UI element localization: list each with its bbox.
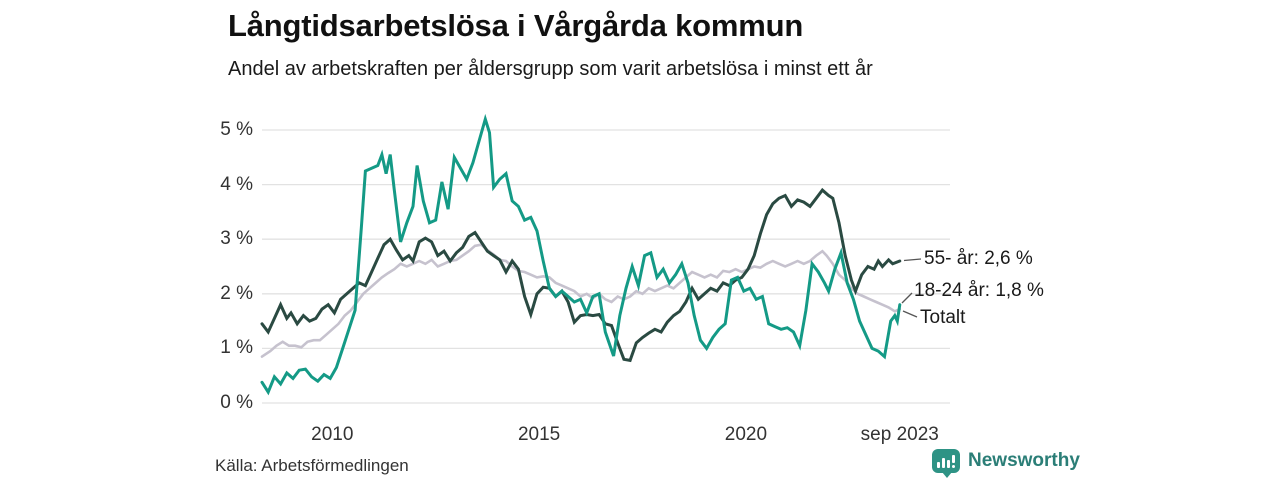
y-axis-tick-label: 5 %: [220, 119, 253, 140]
label-leader-line: [901, 292, 913, 304]
y-axis-tick-label: 2 %: [220, 282, 253, 304]
series-end-label-55-r: 55- år: 2,6 %: [924, 248, 1033, 269]
x-axis-tick-label: 2020: [724, 424, 768, 445]
x-axis-tick-label: 2015: [517, 424, 561, 445]
y-axis-tick-label: 0 %: [220, 392, 253, 413]
y-axis-tick-label: 1 %: [220, 337, 253, 359]
y-axis-tick-label: 3 %: [220, 228, 253, 250]
line-series-18-24-r: [260, 113, 902, 396]
x-axis-tick-label: 2010: [311, 424, 354, 445]
source-note: Källa: Arbetsförmedlingen: [215, 456, 409, 475]
bar-chart-bubble-icon: [937, 455, 955, 468]
label-leader-line: [903, 258, 922, 262]
newsworthy-wordmark: Newsworthy: [968, 450, 1080, 471]
x-axis-tick-label: sep 2023: [860, 424, 939, 445]
label-leader-line: [902, 310, 918, 318]
y-axis-tick-label: 4 %: [220, 173, 253, 195]
series-end-label-18-24-r: 18-24 år: 1,8 %: [914, 280, 1044, 301]
newsworthy-logo-icon: [932, 449, 960, 478]
line-series-55-r: [260, 187, 902, 363]
newsworthy-brand: Newsworthy: [932, 449, 1080, 478]
series-end-label-totalt: Totalt: [920, 307, 966, 328]
line-series-totalt: [260, 243, 902, 358]
page-title: Långtidsarbetslösa i Vårgårda kommun: [228, 8, 804, 43]
chart-subtitle: Andel av arbetskraften per åldersgrupp s…: [228, 58, 873, 80]
